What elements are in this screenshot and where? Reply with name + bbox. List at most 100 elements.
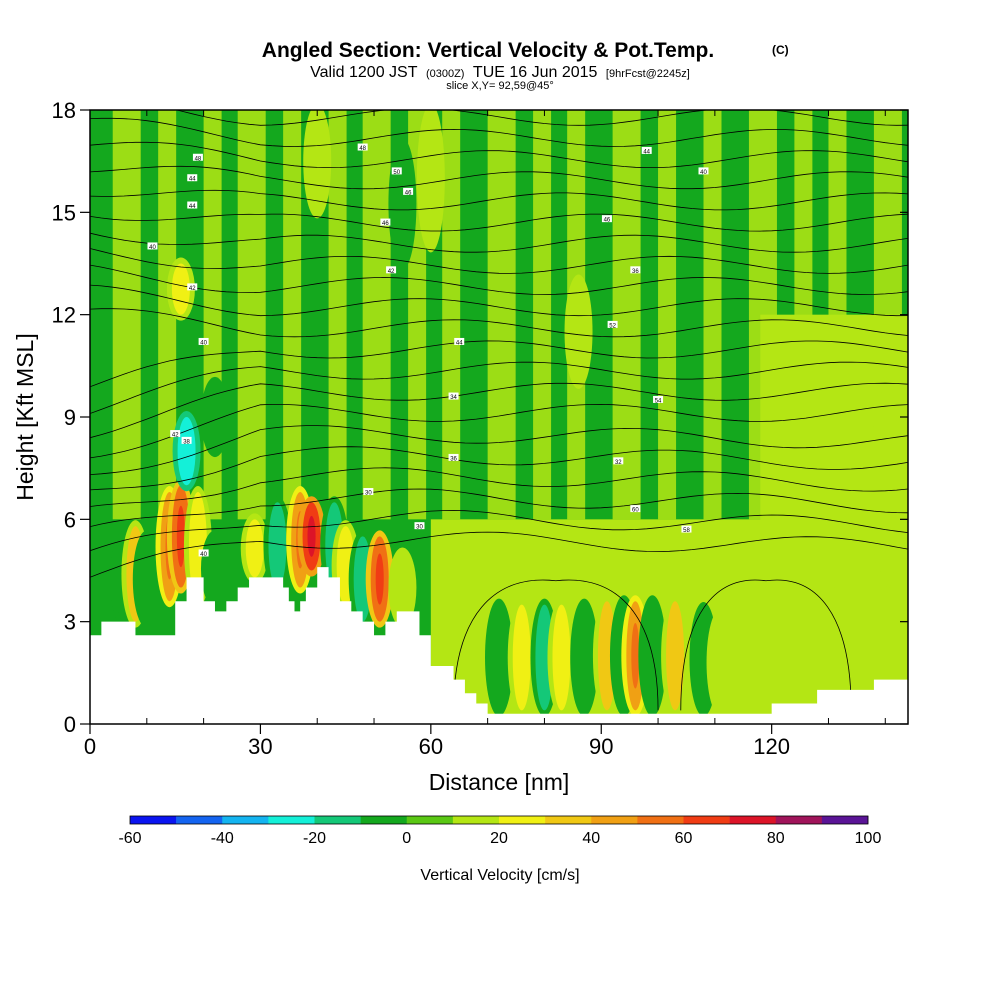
band-14 bbox=[703, 110, 722, 520]
colorbar-swatch-4 bbox=[314, 816, 361, 824]
contour-label-1: 44 bbox=[189, 177, 196, 183]
subtitle-forecast: [9hrFcst@2245z] bbox=[606, 68, 690, 80]
x-axis-ticks: 0 30 60 90 120 bbox=[84, 110, 886, 759]
colorbar-tick-7: 80 bbox=[767, 830, 785, 847]
colorbar-swatch-8 bbox=[499, 816, 546, 824]
contour-label-26: 60 bbox=[632, 508, 639, 514]
cell-37 bbox=[876, 382, 895, 588]
band-8 bbox=[442, 110, 461, 520]
cell-17 bbox=[472, 604, 491, 711]
isentrope-3 bbox=[90, 467, 908, 507]
colorbar-swatch-11 bbox=[637, 816, 684, 824]
isentrope-12 bbox=[90, 264, 908, 295]
contour-label-bg-13 bbox=[386, 266, 397, 274]
cell-35 bbox=[569, 280, 588, 383]
colorbar-swatch-10 bbox=[591, 816, 638, 824]
contour-label-bg-18 bbox=[414, 522, 425, 530]
contour-label-3: 40 bbox=[149, 245, 156, 251]
colorbar-swatch-15 bbox=[821, 816, 869, 824]
contour-label-21: 46 bbox=[604, 218, 611, 224]
colorbar-frame bbox=[129, 815, 869, 825]
isentrope-6 bbox=[90, 403, 908, 459]
contour-label-bg-24 bbox=[653, 395, 664, 403]
y-tick-label-6: 18 bbox=[52, 98, 76, 123]
contour-label-bg-27 bbox=[681, 525, 692, 533]
cell-9 bbox=[268, 502, 287, 588]
colorbar-swatch-0 bbox=[130, 816, 177, 824]
contour-label-bg-5 bbox=[198, 337, 209, 345]
colorbar bbox=[129, 815, 869, 825]
contour-label-23: 52 bbox=[609, 323, 616, 329]
isentrope-2 bbox=[90, 488, 908, 527]
x-axis-label: Distance [nm] bbox=[429, 769, 570, 795]
isentrope-7 bbox=[90, 382, 908, 439]
colorbar-tick-3: 0 bbox=[402, 830, 411, 847]
isentrope-20 bbox=[174, 110, 908, 126]
isentrope-19 bbox=[90, 117, 908, 147]
cell-32 bbox=[308, 110, 327, 213]
contour-label-2: 44 bbox=[189, 204, 196, 210]
potential-temperature-contours bbox=[90, 110, 908, 711]
band-9 bbox=[487, 110, 516, 520]
contour-label-bg-0 bbox=[192, 153, 203, 161]
contour-labels: 48 44 44 40 42 40 42 38 40 48 50 46 46 42 44 34 36 30 30 44… bbox=[147, 143, 709, 558]
contour-label-bg-21 bbox=[601, 215, 612, 223]
band-6 bbox=[362, 110, 391, 520]
contour-label-bg-19 bbox=[641, 146, 652, 154]
isentrope-5 bbox=[90, 425, 908, 475]
contour-label-25: 32 bbox=[615, 460, 622, 466]
cell-22 bbox=[575, 604, 594, 711]
contour-label-bg-14 bbox=[454, 337, 465, 345]
contour-label-bg-2 bbox=[187, 201, 198, 209]
contour-label-17: 30 bbox=[365, 491, 372, 497]
contour-label-bg-26 bbox=[630, 505, 641, 513]
y-axis-label: Height [Kft MSL] bbox=[12, 333, 38, 500]
contour-label-bg-12 bbox=[380, 218, 391, 226]
subtitle-utc: (0300Z) bbox=[426, 68, 465, 80]
contour-label-bg-11 bbox=[403, 187, 414, 195]
cell-5 bbox=[177, 417, 196, 486]
cell-18 bbox=[490, 604, 508, 711]
band-4 bbox=[283, 110, 302, 520]
contour-label-10: 50 bbox=[393, 170, 400, 176]
closed-contour-0 bbox=[453, 579, 659, 711]
band-10 bbox=[533, 110, 552, 520]
subtitle-valid: Valid 1200 JST bbox=[310, 64, 418, 81]
contour-label-bg-15 bbox=[448, 392, 459, 400]
contour-label-19: 44 bbox=[643, 149, 650, 155]
cell-core-11 bbox=[307, 515, 316, 557]
contour-label-8: 40 bbox=[200, 552, 207, 558]
contour-label-9: 48 bbox=[359, 146, 366, 152]
colorbar-tick-2: -20 bbox=[303, 830, 326, 847]
band-0 bbox=[112, 110, 141, 520]
colorbar-swatch-7 bbox=[452, 816, 500, 824]
contour-label-bg-1 bbox=[187, 174, 198, 182]
contour-label-bg-20 bbox=[698, 167, 709, 175]
colorbar-swatch-3 bbox=[268, 816, 315, 824]
cell-20 bbox=[535, 604, 554, 711]
y-tick-label-3: 9 bbox=[64, 405, 76, 430]
isentrope-10 bbox=[90, 308, 908, 338]
isentrope-18 bbox=[90, 141, 908, 169]
contour-label-bg-22 bbox=[630, 266, 641, 274]
isentrope-17 bbox=[90, 165, 908, 190]
slice-label: slice X,Y= 92,59@45° bbox=[446, 80, 554, 92]
colorbar-tick-5: 40 bbox=[582, 830, 600, 847]
cell-core-15 bbox=[375, 553, 384, 605]
contour-label-4: 42 bbox=[189, 286, 196, 292]
cell-core-4 bbox=[176, 505, 185, 568]
x-tick-label-3: 90 bbox=[589, 734, 613, 759]
contour-label-27: 58 bbox=[683, 528, 690, 534]
x-tick-label-2: 60 bbox=[419, 734, 443, 759]
colorbar-tick-0: -60 bbox=[118, 830, 141, 847]
colorbar-swatch-2 bbox=[222, 816, 269, 824]
cell-34 bbox=[421, 110, 440, 247]
band-2 bbox=[203, 110, 222, 520]
contour-label-bg-17 bbox=[363, 488, 374, 496]
contour-label-bg-8 bbox=[198, 549, 209, 557]
contour-label-18: 30 bbox=[416, 525, 423, 531]
colorbar-swatch-13 bbox=[729, 816, 777, 824]
contour-label-0: 48 bbox=[195, 156, 202, 162]
isentrope-15 bbox=[90, 213, 908, 232]
